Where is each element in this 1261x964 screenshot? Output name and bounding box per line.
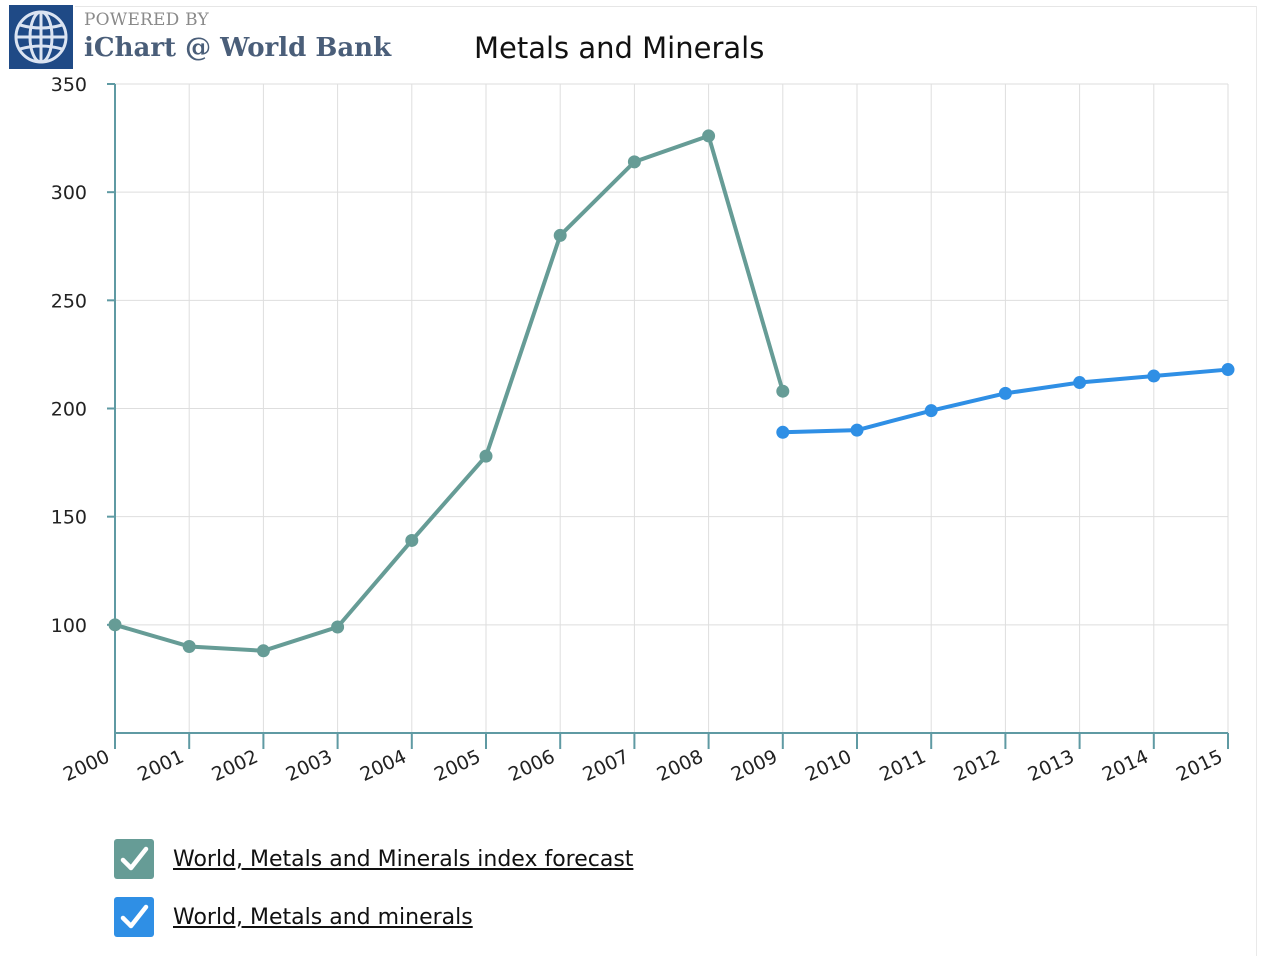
x-tick-label-2007: 2007 — [579, 746, 632, 786]
x-tick-label-2013: 2013 — [1025, 746, 1078, 786]
legend-checkbox-forecast[interactable] — [114, 839, 154, 879]
legend-item-metals-minerals[interactable]: World, Metals and minerals — [114, 897, 473, 937]
checkmark-icon — [120, 846, 149, 871]
data-point-s1-2009[interactable] — [776, 425, 790, 439]
data-point-s1-2012[interactable] — [998, 386, 1012, 400]
x-tick-label-2014: 2014 — [1099, 746, 1152, 786]
y-tick-label-200: 200 — [51, 399, 87, 421]
series-layer — [108, 129, 1235, 658]
data-point-s1-2014[interactable] — [1147, 369, 1161, 383]
x-tick-label-2010: 2010 — [802, 746, 855, 786]
ichart-brand-text: iChart @ World Bank — [84, 33, 392, 63]
x-tick-label-2002: 2002 — [208, 746, 261, 786]
series-line-0 — [113, 133, 785, 653]
x-tick-label-2003: 2003 — [283, 746, 336, 786]
legend-checkbox-metals-minerals[interactable] — [114, 897, 154, 937]
data-point-s0-2007[interactable] — [627, 155, 641, 169]
data-point-s0-2005[interactable] — [479, 449, 493, 463]
legend-label-metals-minerals[interactable]: World, Metals and minerals — [173, 904, 473, 930]
x-tick-label-2012: 2012 — [950, 746, 1003, 786]
axes — [107, 83, 1229, 749]
y-tick-label-100: 100 — [51, 615, 87, 637]
y-tick-label-300: 300 — [51, 182, 87, 204]
data-point-s1-2013[interactable] — [1073, 376, 1087, 390]
checkmark-icon — [120, 904, 149, 929]
legend-item-forecast[interactable]: World, Metals and Minerals index forecas… — [114, 839, 633, 879]
y-tick-label-350: 350 — [51, 74, 87, 96]
x-tick-label-2015: 2015 — [1173, 746, 1226, 786]
y-tick-label-250: 250 — [51, 290, 87, 312]
frame-top-border — [75, 6, 1257, 7]
data-point-s0-2004[interactable] — [405, 533, 419, 547]
y-axis-tick-labels: 350 300 250 200 150 100 — [51, 74, 87, 637]
chart-title: Metals and Minerals — [474, 31, 765, 65]
frame-right-border — [1256, 6, 1257, 956]
world-bank-globe-icon — [9, 5, 73, 69]
powered-by-text: POWERED BY — [84, 10, 209, 30]
data-point-s0-2008[interactable] — [702, 129, 716, 143]
legend-label-forecast[interactable]: World, Metals and Minerals index forecas… — [173, 846, 634, 872]
x-tick-label-2001: 2001 — [134, 746, 187, 786]
grid-lines — [115, 83, 1229, 733]
x-tick-label-2000: 2000 — [60, 746, 113, 786]
x-axis-tick-labels: 2000 2001 2002 2003 2004 2005 2006 2007 2008 2009… — [60, 746, 1226, 786]
x-tick-label-2004: 2004 — [357, 746, 410, 786]
data-point-s0-2006[interactable] — [553, 228, 567, 242]
data-point-s0-2002[interactable] — [256, 644, 270, 658]
data-point-s0-2001[interactable] — [182, 639, 196, 653]
data-point-s0-2009[interactable] — [776, 384, 790, 398]
x-tick-label-2009: 2009 — [728, 746, 781, 786]
data-point-s0-2000[interactable] — [108, 618, 122, 632]
data-point-s0-2003[interactable] — [331, 620, 345, 634]
data-point-s1-2015[interactable] — [1221, 363, 1235, 377]
data-point-s1-2010[interactable] — [850, 423, 864, 437]
x-tick-label-2006: 2006 — [505, 746, 558, 786]
y-tick-label-150: 150 — [51, 507, 87, 529]
data-point-s1-2011[interactable] — [924, 404, 938, 418]
x-tick-label-2008: 2008 — [654, 746, 707, 786]
x-tick-label-2011: 2011 — [876, 746, 929, 786]
x-tick-label-2005: 2005 — [431, 746, 484, 786]
